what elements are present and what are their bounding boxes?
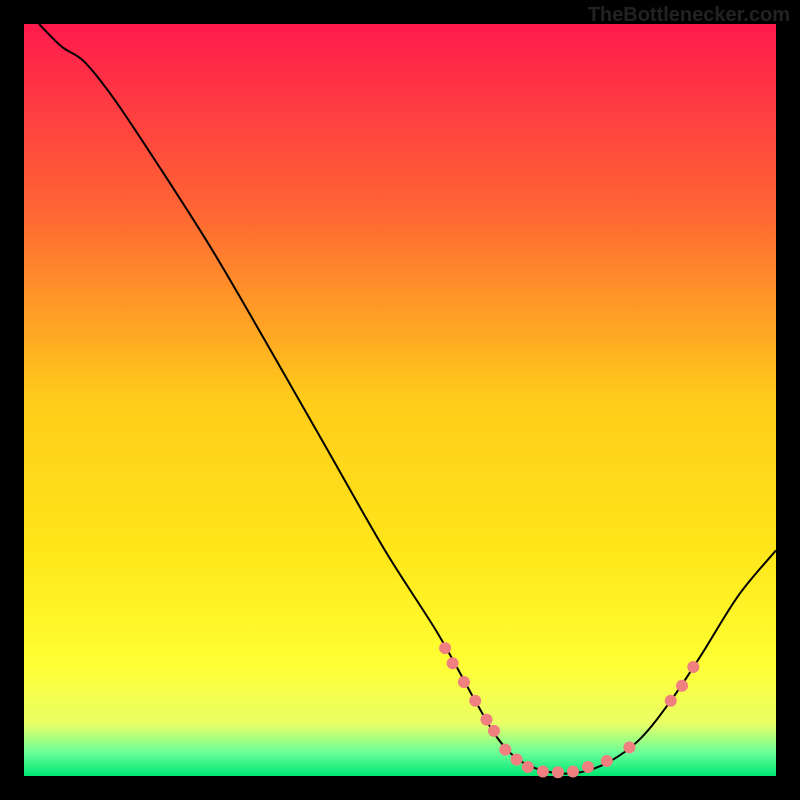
data-point	[480, 714, 492, 726]
data-point	[537, 765, 549, 777]
data-point	[511, 753, 523, 765]
data-point	[522, 761, 534, 773]
data-point	[665, 695, 677, 707]
data-point	[623, 741, 635, 753]
data-point	[687, 661, 699, 673]
chart-container: TheBottlenecker.com	[0, 0, 800, 800]
chart-svg	[0, 0, 800, 800]
data-point	[469, 695, 481, 707]
data-point	[552, 766, 564, 778]
watermark-text: TheBottlenecker.com	[588, 4, 790, 27]
data-point	[447, 657, 459, 669]
data-point	[458, 676, 470, 688]
data-point	[499, 744, 511, 756]
plot-background	[24, 24, 776, 776]
data-point	[601, 755, 613, 767]
data-point	[676, 680, 688, 692]
data-point	[488, 725, 500, 737]
data-point	[582, 761, 594, 773]
data-point	[567, 765, 579, 777]
data-point	[439, 642, 451, 654]
